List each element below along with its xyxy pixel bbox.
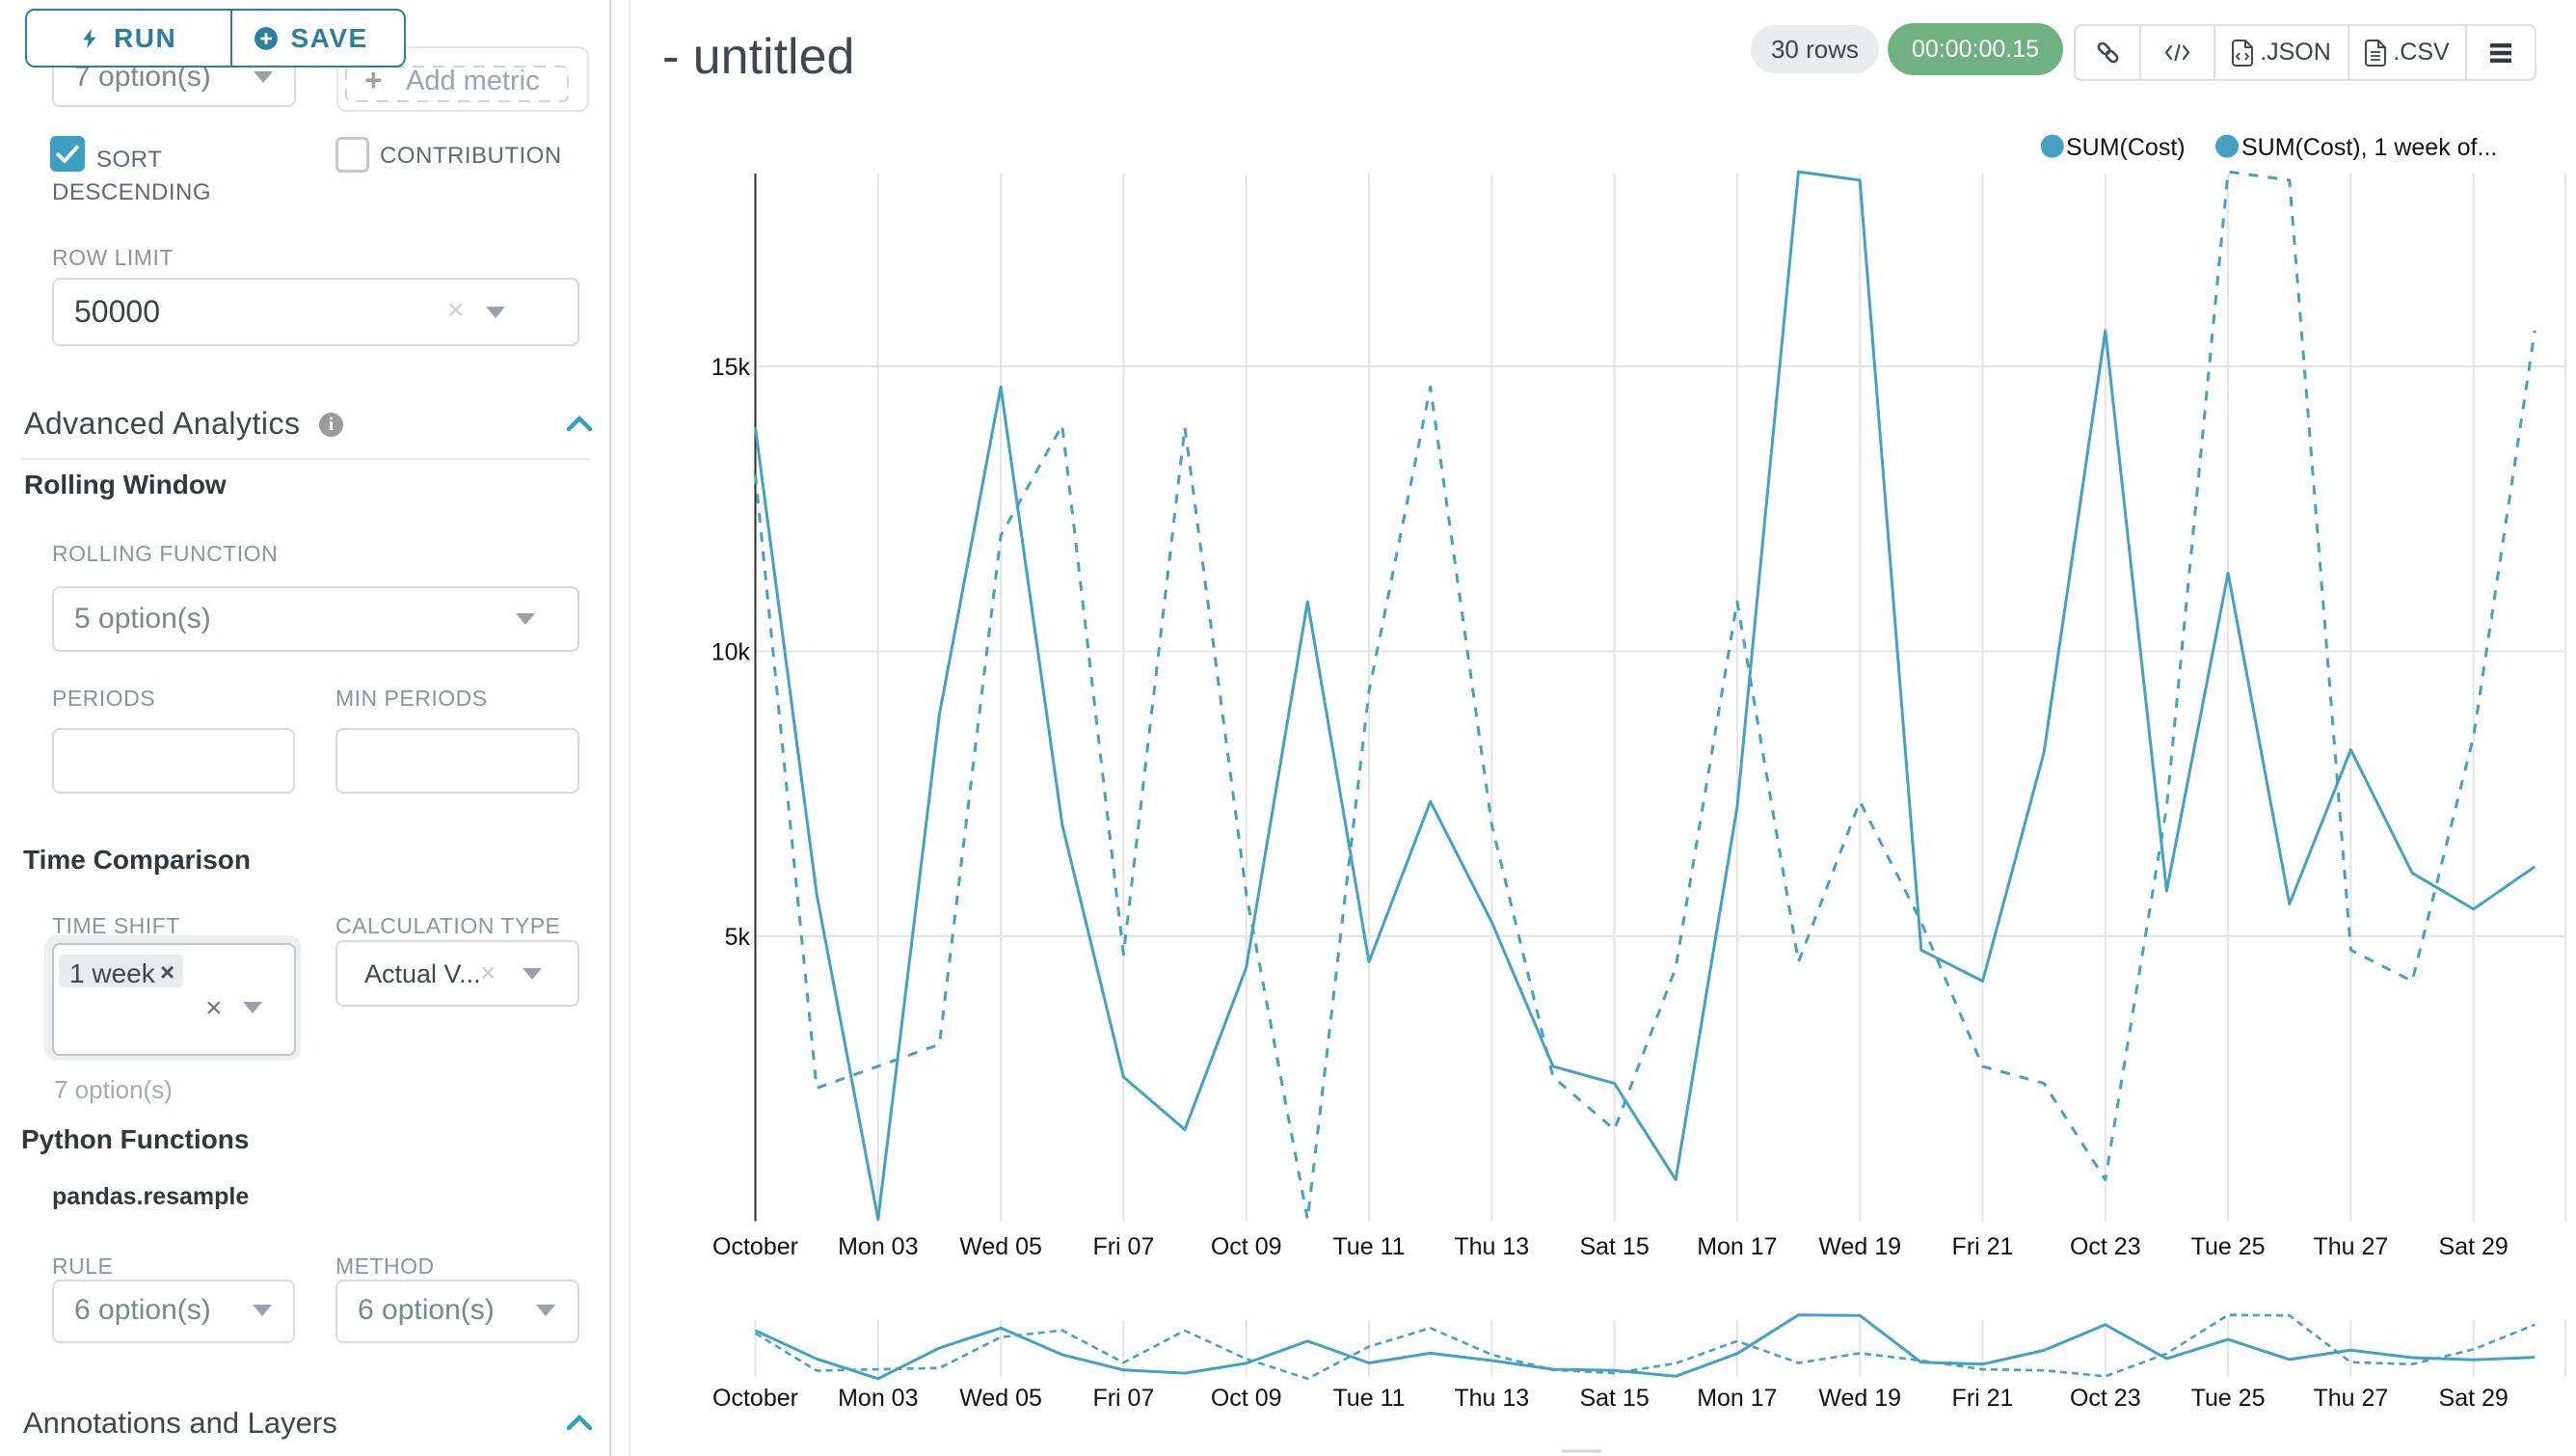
svg-text:10k: 10k [711, 639, 751, 666]
svg-text:Tue 11: Tue 11 [1332, 1233, 1405, 1260]
svg-text:Tue 11: Tue 11 [1332, 1385, 1405, 1412]
svg-text:Wed 05: Wed 05 [959, 1233, 1042, 1260]
svg-text:Oct 09: Oct 09 [1211, 1385, 1282, 1412]
svg-text:Wed 19: Wed 19 [1818, 1385, 1901, 1412]
svg-text:Thu 27: Thu 27 [2313, 1233, 2388, 1260]
svg-text:Sat 15: Sat 15 [1579, 1233, 1649, 1260]
svg-text:Mon 17: Mon 17 [1697, 1385, 1777, 1412]
svg-text:Wed 05: Wed 05 [959, 1385, 1042, 1412]
svg-text:October: October [712, 1233, 798, 1260]
svg-text:Mon 03: Mon 03 [838, 1233, 918, 1260]
svg-text:Mon 17: Mon 17 [1697, 1233, 1777, 1260]
svg-text:Sat 29: Sat 29 [2439, 1385, 2509, 1412]
svg-text:Fri 07: Fri 07 [1092, 1385, 1154, 1412]
svg-text:Tue 25: Tue 25 [2191, 1385, 2266, 1412]
svg-text:15k: 15k [711, 354, 751, 381]
svg-text:Wed 19: Wed 19 [1818, 1233, 1901, 1260]
svg-text:Sat 15: Sat 15 [1579, 1385, 1649, 1412]
svg-text:5k: 5k [725, 924, 751, 951]
svg-text:Oct 09: Oct 09 [1211, 1233, 1282, 1260]
svg-text:Fri 21: Fri 21 [1952, 1385, 2014, 1412]
svg-text:Thu 27: Thu 27 [2313, 1385, 2388, 1412]
svg-text:SUM(Cost), 1 week of...: SUM(Cost), 1 week of... [2241, 134, 2497, 161]
svg-text:Mon 03: Mon 03 [838, 1385, 918, 1412]
svg-text:Oct 23: Oct 23 [2070, 1233, 2141, 1260]
svg-text:Thu 13: Thu 13 [1454, 1385, 1529, 1412]
svg-text:SUM(Cost): SUM(Cost) [2066, 134, 2186, 161]
svg-text:Sat 29: Sat 29 [2439, 1233, 2509, 1260]
svg-text:October: October [712, 1385, 798, 1412]
svg-text:Fri 07: Fri 07 [1092, 1233, 1154, 1260]
svg-text:Thu 13: Thu 13 [1454, 1233, 1529, 1260]
svg-text:Fri 21: Fri 21 [1952, 1233, 2014, 1260]
svg-text:Oct 23: Oct 23 [2070, 1385, 2141, 1412]
svg-text:Tue 25: Tue 25 [2191, 1233, 2266, 1260]
